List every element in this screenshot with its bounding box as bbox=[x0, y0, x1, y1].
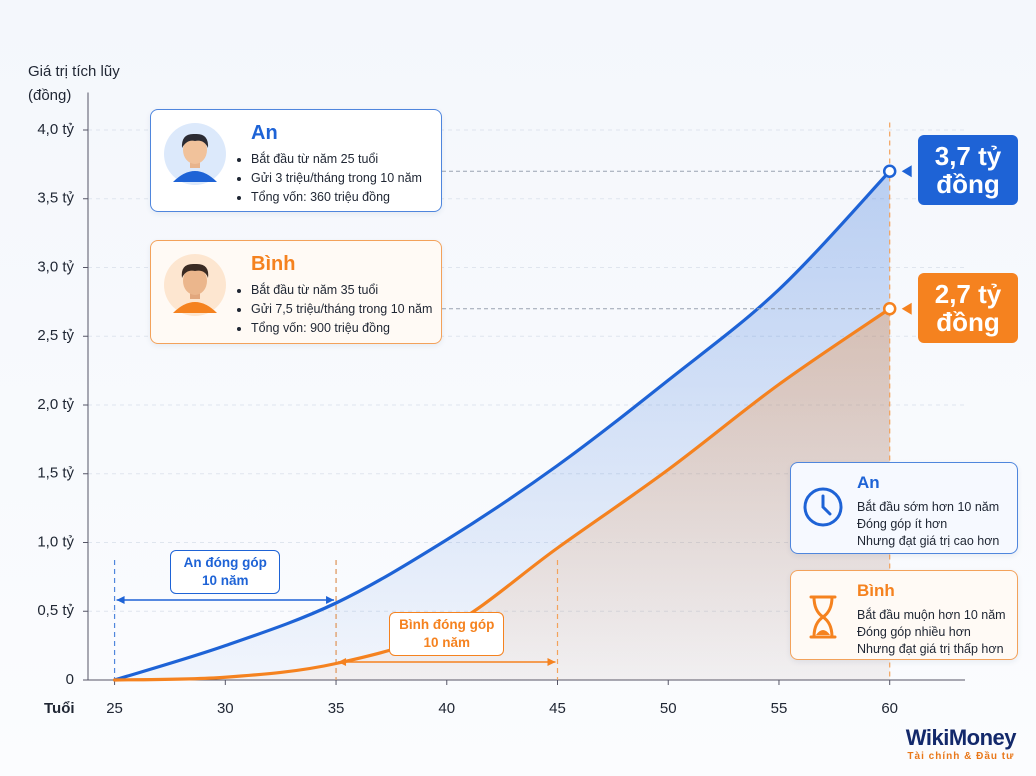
comparison-line: Nhưng đạt giá trị cao hơn bbox=[857, 534, 1000, 548]
y-tick-label: 3,5 tỷ bbox=[37, 190, 74, 207]
profile-bullets: Bắt đầu từ năm 35 tuổi Gửi 7,5 triệu/thá… bbox=[237, 281, 432, 338]
area bbox=[114, 308, 890, 680]
comparison-lines: Bắt đầu sớm hơn 10 năm Đóng góp ít hơn N… bbox=[857, 499, 999, 550]
arrow-head bbox=[116, 596, 125, 604]
y-tick-label: 2,5 tỷ bbox=[37, 327, 74, 344]
bullet: Gửi 3 triệu/tháng trong 10 năm bbox=[251, 169, 422, 188]
span-label: An đóng góp 10 năm bbox=[170, 550, 281, 594]
comparison-line: Đóng góp nhiều hơn bbox=[857, 625, 971, 639]
profile-bullets: Bắt đầu từ năm 25 tuổi Gửi 3 triệu/tháng… bbox=[237, 150, 422, 207]
comparison-line: Đóng góp ít hơn bbox=[857, 517, 948, 531]
span-label-line: An đóng góp bbox=[183, 555, 267, 570]
y-tick-label: 3,0 tỷ bbox=[37, 258, 74, 275]
bullet: Bắt đầu từ năm 35 tuổi bbox=[251, 281, 432, 300]
end-point bbox=[882, 302, 897, 316]
line bbox=[112, 307, 892, 682]
profile-name: Bình bbox=[251, 253, 296, 275]
bullet: Gửi 7,5 triệu/tháng trong 10 năm bbox=[251, 300, 432, 319]
y-tick-label: 2,0 tỷ bbox=[37, 396, 74, 413]
line bbox=[112, 169, 892, 682]
brand-name: WikiMoney bbox=[905, 725, 1017, 750]
brand: WikiMoney Tài chính & Đầu tư bbox=[905, 725, 1017, 762]
span-label-line: 10 năm bbox=[202, 573, 249, 588]
arrow-head bbox=[326, 596, 335, 604]
bullet: Tổng vốn: 900 triệu đồng bbox=[251, 319, 432, 338]
avatar bbox=[164, 123, 226, 185]
y-tick-label: 0 bbox=[66, 671, 74, 688]
hourglass-icon bbox=[809, 595, 837, 639]
x-tick-label: 45 bbox=[549, 700, 566, 717]
y-tick-label: 1,5 tỷ bbox=[37, 465, 74, 482]
span-label-line: 10 năm bbox=[423, 635, 471, 650]
x-axis-title: Tuổi bbox=[44, 700, 75, 717]
comparison-line: Nhưng đạt giá trị thấp hơn bbox=[857, 642, 1004, 656]
value-label: 3,7 tỷ đồng bbox=[918, 135, 1018, 206]
comparison-line: Bắt đầu muộn hơn 10 năm bbox=[857, 608, 1006, 622]
callout-pointer bbox=[901, 302, 912, 315]
x-tick-label: 55 bbox=[771, 700, 788, 717]
arrow-head bbox=[338, 658, 347, 666]
profile-card: Bình Bắt đầu từ năm 35 tuổi Gửi 7,5 triệ… bbox=[150, 240, 442, 344]
comparison-card: An Bắt đầu sớm hơn 10 năm Đóng góp ít hơ… bbox=[790, 462, 1018, 554]
x-tick-label: 30 bbox=[217, 700, 234, 717]
avatar bbox=[164, 254, 226, 316]
comparison-name: Bình bbox=[857, 581, 895, 600]
arrow-head bbox=[547, 658, 556, 666]
y-axis-title: (đồng) bbox=[28, 87, 71, 104]
bullet: Bắt đầu từ năm 25 tuổi bbox=[251, 150, 422, 169]
y-tick-label: 0,5 tỷ bbox=[37, 602, 74, 619]
comparison-line: Bắt đầu sớm hơn 10 năm bbox=[857, 500, 1000, 514]
x-tick-label: 50 bbox=[660, 700, 677, 717]
span-label: Bình đóng góp 10 năm bbox=[389, 612, 505, 656]
x-tick-label: 60 bbox=[881, 700, 898, 717]
comparison-lines: Bắt đầu muộn hơn 10 năm Đóng góp nhiều h… bbox=[857, 607, 1006, 658]
brand-tagline: Tài chính & Đầu tư bbox=[907, 751, 1015, 762]
comparison-name: An bbox=[857, 473, 880, 492]
x-tick-label: 25 bbox=[106, 700, 123, 717]
y-tick-label: 1,0 tỷ bbox=[37, 533, 74, 550]
callout-pointer bbox=[901, 165, 912, 178]
comparison-card: Bình Bắt đầu muộn hơn 10 năm Đóng góp nh… bbox=[790, 570, 1018, 660]
x-tick-label: 35 bbox=[328, 700, 345, 717]
end-point bbox=[882, 164, 897, 178]
clock-icon bbox=[803, 487, 843, 527]
y-axis-title: Giá trị tích lũy bbox=[28, 63, 120, 80]
x-tick-label: 40 bbox=[438, 700, 455, 717]
profile-name: An bbox=[251, 122, 278, 144]
bullet: Tổng vốn: 360 triệu đồng bbox=[251, 188, 422, 207]
span-label-line: Bình đóng góp bbox=[399, 617, 495, 632]
value-label: 2,7 tỷ đồng bbox=[918, 272, 1018, 343]
y-tick-label: 4,0 tỷ bbox=[37, 121, 74, 138]
profile-card: An Bắt đầu từ năm 25 tuổi Gửi 3 triệu/th… bbox=[150, 109, 442, 212]
